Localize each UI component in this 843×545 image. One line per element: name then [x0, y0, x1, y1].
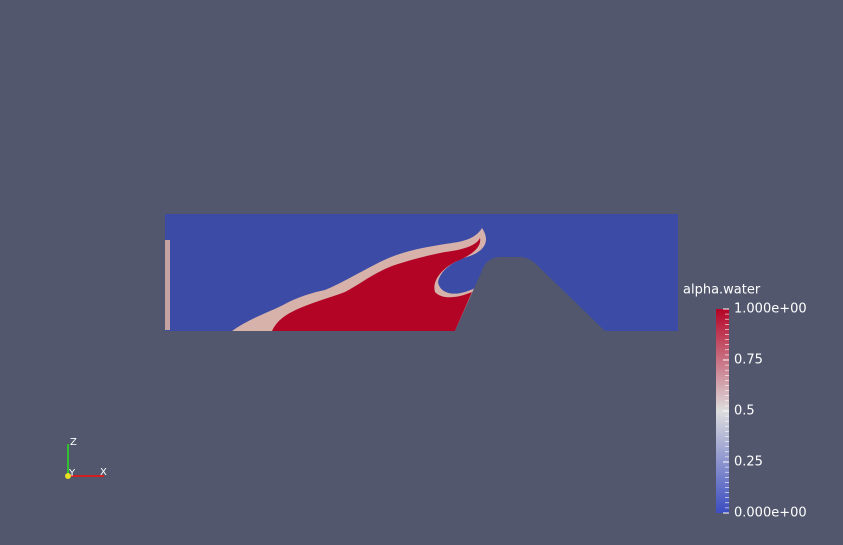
obstacle — [455, 257, 605, 331]
tick-label: 0.5 — [734, 404, 755, 419]
water-body — [272, 238, 481, 331]
z-label: Z — [70, 437, 77, 448]
legend-title: alpha.water — [683, 283, 761, 298]
x-label: X — [100, 467, 107, 478]
tick-label: 0.000e+00 — [734, 506, 807, 521]
tick-label: 0.75 — [734, 353, 763, 368]
y-axis — [65, 473, 71, 479]
tick-label: 0.25 — [734, 455, 763, 470]
color-legend: 1.000e+00 0.75 0.5 0.25 0.000e+00 — [716, 302, 807, 521]
y-label: Y — [68, 468, 76, 479]
tick-label: 1.000e+00 — [734, 302, 807, 317]
simulation-field — [165, 214, 678, 331]
axes-triad: Z Y X — [65, 437, 107, 479]
inlet-water — [165, 240, 170, 330]
